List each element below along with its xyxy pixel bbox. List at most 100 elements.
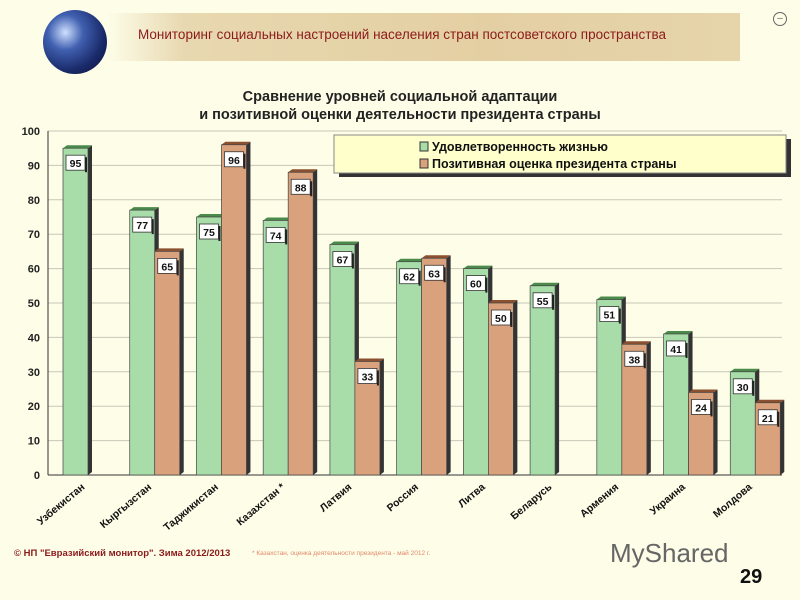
- y-tick-label: 90: [28, 160, 40, 172]
- bar-satisfaction: [596, 299, 623, 476]
- x-tick-label: Таджикистан: [161, 481, 220, 534]
- data-label-shadow: [510, 312, 513, 327]
- bar-top: [488, 300, 518, 303]
- bar-side: [780, 399, 785, 475]
- bar-satisfaction: [129, 209, 156, 476]
- footnote: * Казахстан, оценка деятельности президе…: [252, 550, 431, 557]
- data-label-shadow: [376, 370, 379, 386]
- bar-top: [354, 358, 384, 362]
- data-label: 30: [737, 382, 749, 394]
- x-tick-label: Россия: [385, 481, 421, 514]
- bar-side: [88, 145, 92, 475]
- data-label-shadow: [485, 277, 488, 293]
- x-tick-label: Молдова: [711, 481, 755, 520]
- bar-top: [755, 399, 785, 403]
- page-number: 29: [740, 566, 763, 588]
- bar-satisfaction: [463, 268, 489, 476]
- data-label-shadow: [151, 219, 154, 235]
- x-tick-label: Узбекистан: [35, 481, 87, 528]
- y-tick-label: 50: [28, 298, 40, 310]
- globe-logo: [43, 10, 107, 74]
- bar-side: [179, 248, 184, 475]
- data-label-shadow: [285, 229, 288, 245]
- bar-top: [530, 282, 560, 286]
- data-label: 38: [628, 354, 640, 366]
- bar-side: [379, 358, 384, 475]
- header-title: Мониторинг социальных настроений населен…: [138, 27, 666, 42]
- bar-president: [421, 257, 447, 476]
- bar-top: [596, 296, 626, 300]
- data-label: 60: [470, 279, 482, 291]
- chart-title: Сравнение уровней социальной адаптации и…: [0, 88, 800, 124]
- minus-circle-icon[interactable]: –: [773, 12, 787, 26]
- data-label: 24: [695, 402, 707, 414]
- bar-top: [221, 141, 251, 145]
- data-label: 50: [495, 313, 507, 325]
- y-tick-label: 10: [28, 436, 40, 448]
- bar-satisfaction: [196, 216, 222, 476]
- data-label-shadow: [351, 253, 354, 269]
- y-tick-label: 0: [34, 470, 40, 482]
- y-tick-label: 20: [28, 401, 40, 413]
- data-label-shadow: [618, 308, 621, 324]
- data-label-shadow: [85, 157, 87, 173]
- bar-president: [154, 251, 181, 476]
- bar-top: [421, 255, 451, 259]
- bar-top: [263, 217, 293, 221]
- myshared-logo: MyShared: [610, 538, 729, 568]
- bar-top: [154, 248, 184, 252]
- bar-top: [196, 214, 226, 217]
- data-label-shadow: [552, 294, 555, 310]
- y-tick-label: 60: [28, 264, 40, 276]
- bar-side: [555, 282, 560, 475]
- bar-top: [663, 330, 693, 334]
- data-label-shadow: [443, 267, 446, 283]
- x-tick-label: Казахстан *: [234, 481, 288, 529]
- x-tick-label: Беларусь: [508, 481, 554, 523]
- data-label: 51: [603, 310, 615, 322]
- data-label: 88: [295, 182, 307, 194]
- data-label: 74: [270, 230, 282, 242]
- data-label: 62: [403, 272, 415, 284]
- data-label: 41: [670, 344, 682, 356]
- bar-top: [688, 389, 718, 393]
- bar-top: [129, 207, 159, 211]
- chart-title-line-1: Сравнение уровней социальной адаптации: [242, 89, 558, 105]
- data-label: 21: [762, 413, 774, 425]
- bar-side: [713, 389, 718, 475]
- data-label-shadow: [777, 411, 780, 427]
- bar-top: [730, 368, 760, 372]
- bar-top: [463, 265, 493, 269]
- data-label: 63: [428, 268, 440, 280]
- data-label-shadow: [685, 342, 688, 358]
- data-label: 96: [228, 155, 240, 167]
- bar-top: [288, 169, 318, 173]
- y-tick-label: 40: [28, 332, 40, 344]
- data-label: 67: [337, 255, 349, 267]
- bar-satisfaction: [262, 220, 289, 476]
- data-label-shadow: [752, 380, 755, 396]
- y-tick-label: 70: [28, 229, 40, 241]
- bar-side: [313, 169, 318, 475]
- data-label: 33: [362, 371, 374, 383]
- bar-side: [446, 255, 451, 475]
- bar-satisfaction: [663, 333, 689, 476]
- data-label-shadow: [243, 153, 246, 169]
- bar-president: [488, 302, 514, 476]
- data-label-shadow: [643, 353, 646, 369]
- bar-side: [646, 341, 651, 475]
- data-label: 77: [136, 220, 148, 232]
- y-tick-label: 100: [22, 126, 40, 138]
- bar-satisfaction: [62, 147, 89, 476]
- legend-label: Удовлетворенность жизнью: [432, 140, 608, 154]
- bar-satisfaction: [529, 285, 556, 476]
- bar-top: [329, 241, 359, 245]
- x-tick-label: Литва: [456, 481, 488, 510]
- x-tick-label: Кыргызстан: [98, 481, 154, 531]
- header-banner: [108, 13, 740, 61]
- bar-satisfaction: [329, 244, 356, 476]
- legend: [333, 134, 787, 174]
- legend-swatch: [419, 158, 429, 169]
- bar-top: [396, 258, 426, 262]
